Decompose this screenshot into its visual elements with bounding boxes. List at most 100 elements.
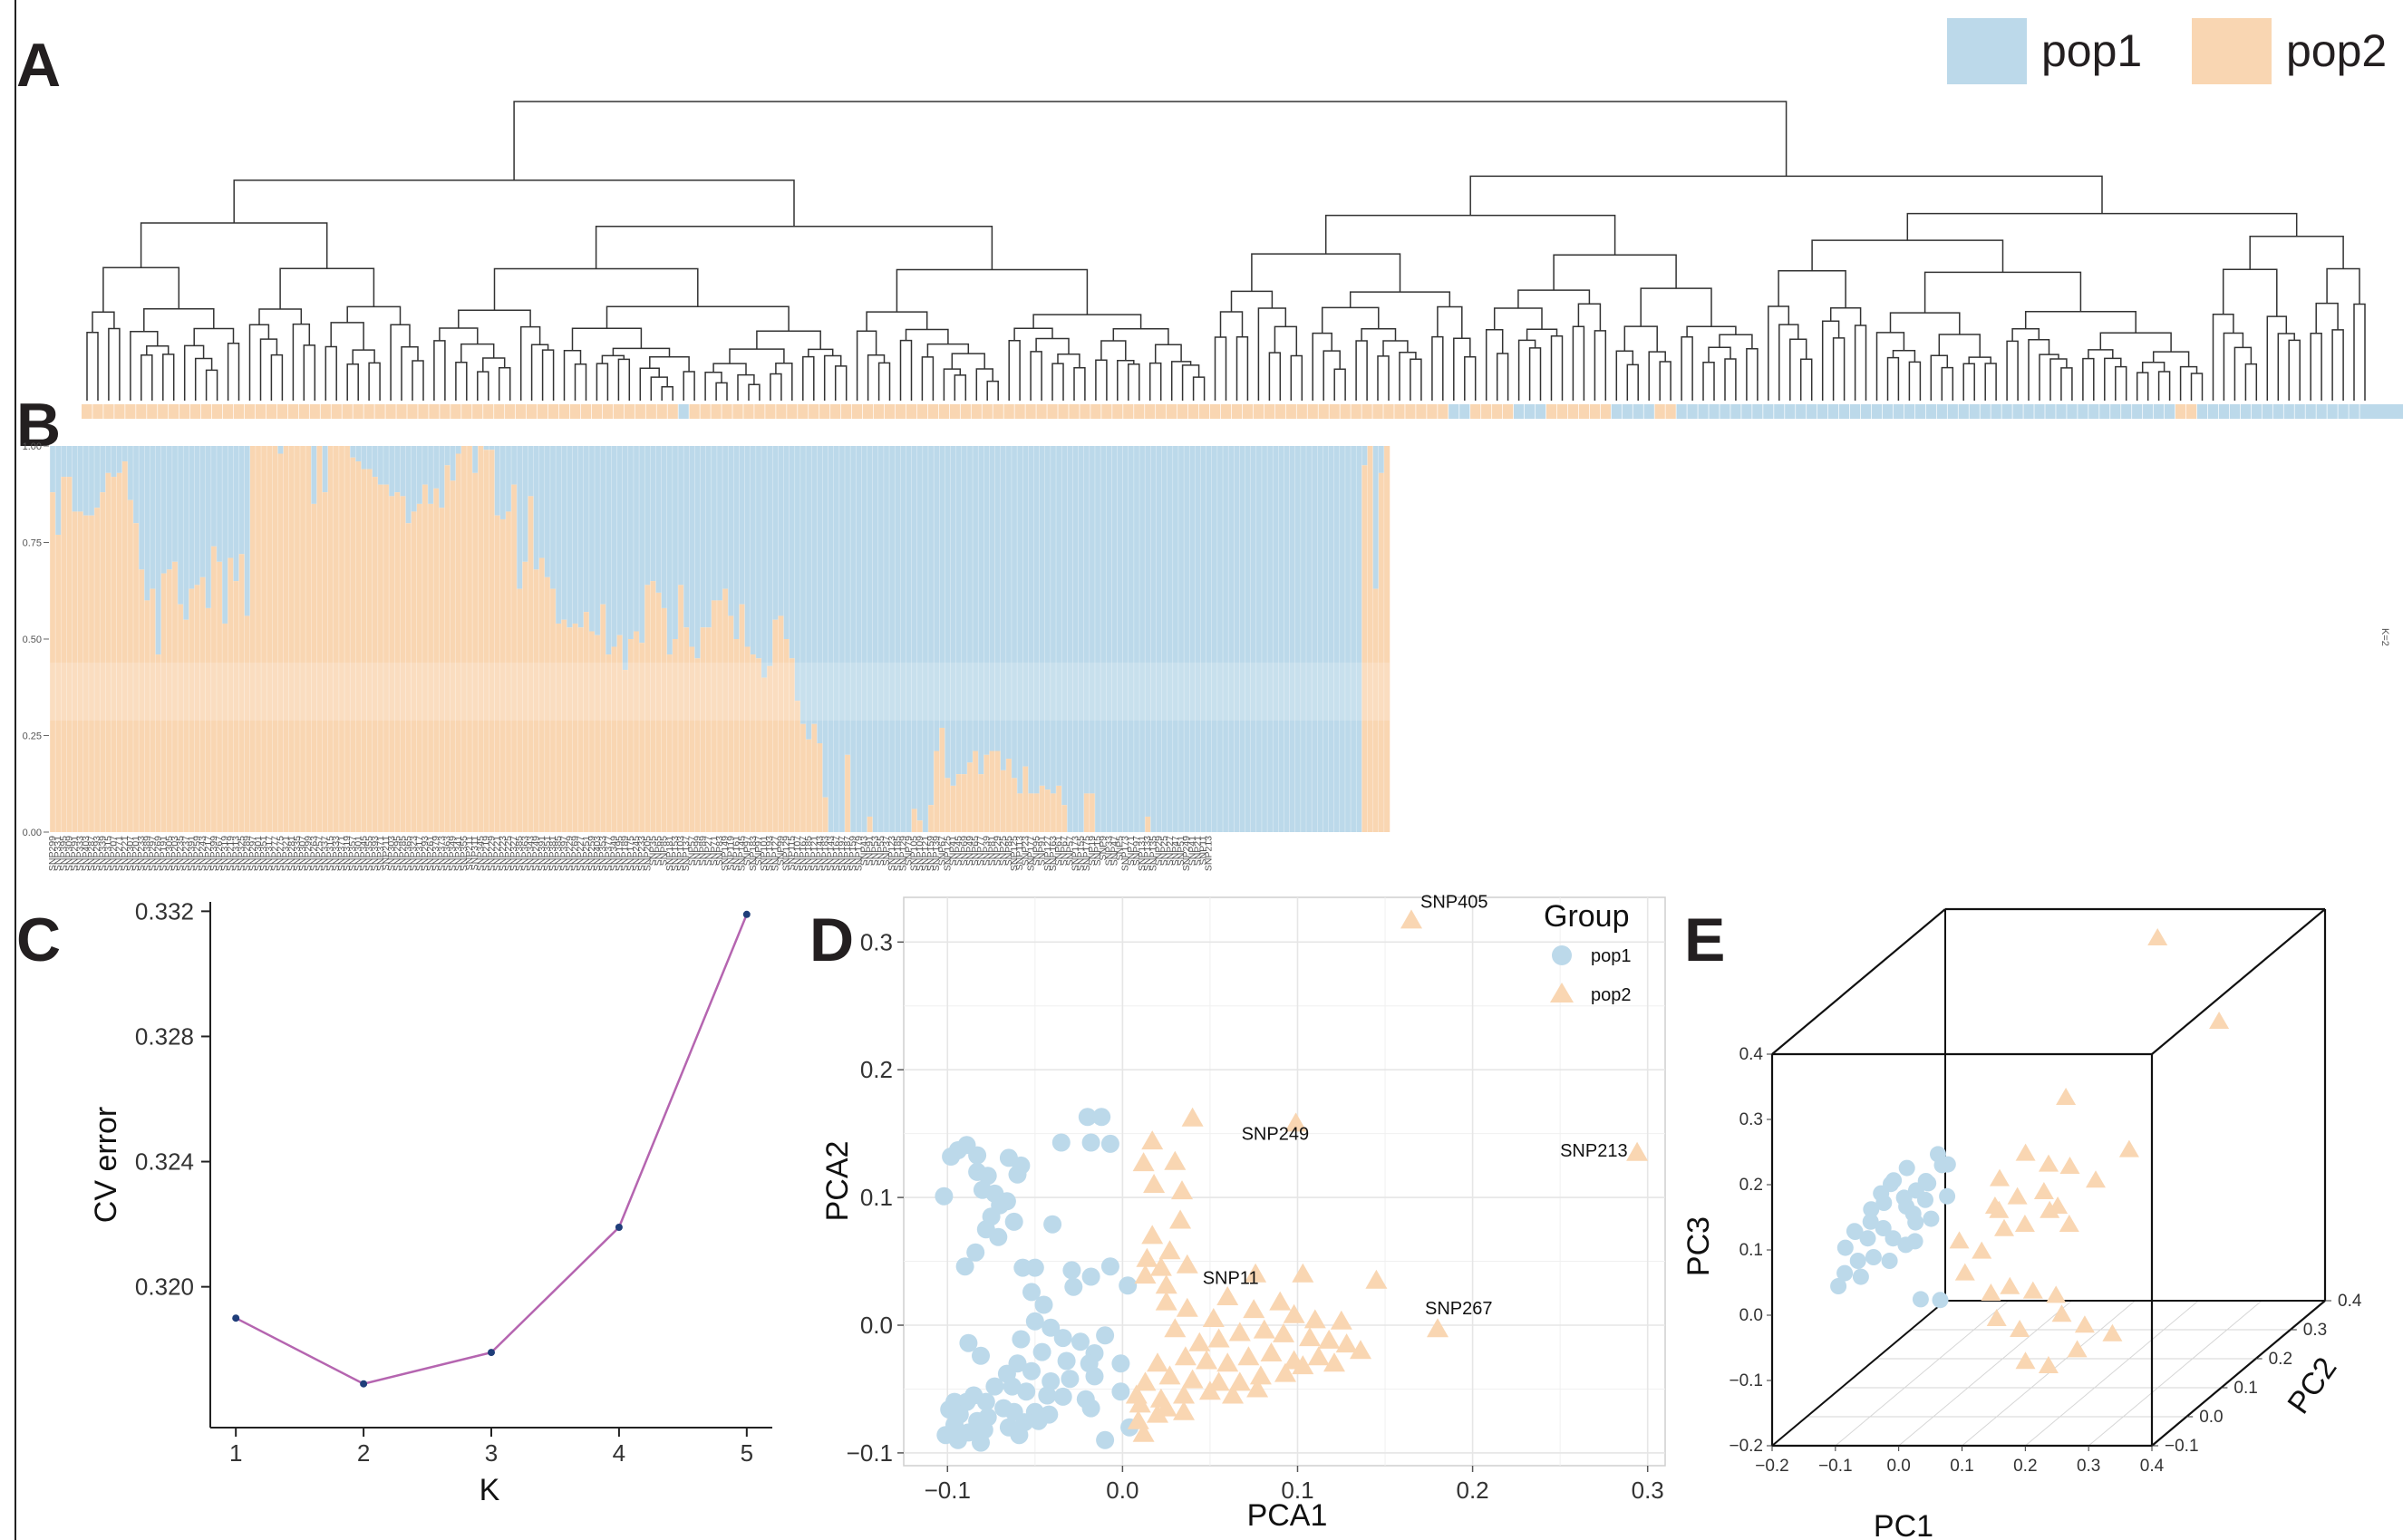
dendrogram-branch (2222, 268, 2278, 317)
admixture-bar-pop2 (588, 631, 596, 832)
admixture-x-label: SNP391 (537, 836, 547, 871)
admixture-bar-pop1 (744, 446, 751, 647)
admixture-x-label: SNP65 (970, 836, 981, 866)
dendrogram-branch (1984, 363, 1997, 401)
dendrogram-branch (1361, 328, 1397, 341)
admixture-x-label: SNP235 (175, 836, 186, 871)
admixture-bar-pop1 (400, 446, 406, 497)
dendrogram-branch (1962, 363, 1975, 401)
admixture-bar-pop1 (877, 446, 885, 832)
e-z-tick-label: 0.4 (1739, 1045, 1764, 1064)
e-point-pop2 (2051, 1304, 2072, 1322)
admixture-bar-pop2 (121, 461, 129, 832)
admixture-x-label: SNP323 (409, 836, 420, 871)
admixture-bar-pop2 (1044, 789, 1051, 832)
admixture-x-label: SNP299 (303, 836, 314, 871)
admixture-bar-pop2 (728, 615, 734, 832)
admixture-x-label: SNP107 (792, 836, 803, 871)
d-point-pop2 (1155, 1291, 1177, 1311)
admixture-bar-pop2 (966, 762, 974, 832)
dendrogram-branch (493, 267, 699, 311)
admixture-bar-pop2 (244, 615, 251, 832)
dendrogram-branch (571, 327, 643, 351)
admixture-x-label: SNP131 (1137, 836, 1148, 871)
admixture-bar-pop1 (828, 446, 834, 832)
admixture-x-label: SNP83 (714, 836, 725, 866)
admixture-x-label: SNP293 (420, 836, 431, 871)
dendrogram-branch (905, 328, 949, 344)
admixture-x-label: SNP291 (70, 836, 81, 871)
d-point-pop2 (1141, 1225, 1164, 1245)
admixture-bar-pop2 (705, 627, 712, 832)
admixture-y-tick-label: 0.75 (23, 538, 42, 549)
dendrogram-branch (1829, 306, 1862, 325)
admixture-bar-pop1 (1078, 446, 1084, 832)
admixture-bar-pop2 (283, 446, 289, 832)
dendrogram-branch (1686, 325, 1737, 337)
d-legend-title: Group (1544, 899, 1630, 934)
admixture-bar-pop2 (672, 639, 679, 832)
admixture-bar-pop1 (428, 446, 434, 504)
admixture-x-label: SNP257 (314, 836, 325, 871)
d-x-title: PCA1 (1247, 1498, 1328, 1533)
d-point-pop2 (1284, 1112, 1307, 1132)
admixture-x-label: SNP185 (803, 836, 814, 871)
admixture-bar-pop1 (489, 446, 495, 450)
admixture-x-label: SNP397 (558, 836, 569, 871)
dendrogram-branch (1778, 324, 1799, 401)
d-point-pop2 (1303, 1309, 1326, 1329)
d-y-tick-label: 0.3 (860, 928, 893, 955)
admixture-x-label: SNP29 (1153, 836, 1164, 866)
admixture-y-tick-label: 0.50 (23, 634, 42, 645)
admixture-x-label: SNP81 (987, 836, 998, 866)
c-x-tick-label: 1 (229, 1439, 242, 1467)
dendrogram-branch (303, 344, 316, 401)
e-point-pop1 (1912, 1291, 1929, 1308)
admixture-x-label: SNP21 (1192, 836, 1203, 866)
dendrogram-branch (227, 343, 240, 401)
dendrogram-branch (1496, 353, 1509, 401)
dendrogram-branch (2179, 365, 2198, 401)
admixture-x-label: SNP339 (97, 836, 108, 871)
admixture-bar-pop1 (366, 446, 373, 470)
d-point-pop2 (1299, 1327, 1321, 1347)
admixture-bar-pop2 (494, 515, 500, 832)
e-floor-grid (1898, 1300, 2072, 1447)
dendrogram-branch (867, 354, 886, 401)
admixture-bar-pop1 (856, 446, 862, 832)
admixture-bar-pop1 (1005, 446, 1013, 760)
admixture-bar-pop1 (405, 446, 412, 524)
d-point-pop2 (1134, 1264, 1157, 1284)
admixture-bar-pop1 (277, 446, 284, 454)
admixture-bar-pop1 (556, 446, 562, 624)
admixture-bar-pop1 (183, 446, 189, 620)
d-point-pop2 (1134, 1371, 1157, 1391)
admixture-bar-pop2 (761, 677, 768, 832)
dendrogram-branch (596, 363, 609, 401)
dendrogram-branch (270, 354, 284, 401)
dendrogram-branch (1274, 325, 1298, 356)
dendrogram-branch (530, 344, 549, 401)
dendrogram-branch (2288, 339, 2301, 401)
admixture-bar-pop1 (1050, 446, 1057, 794)
admixture-bar-pop1 (577, 446, 584, 628)
admixture-bar-pop2 (111, 477, 117, 832)
admixture-bar-pop2 (778, 615, 784, 832)
e-point-pop2 (2147, 928, 2168, 945)
admixture-x-label: SNP61 (1053, 836, 1064, 866)
admixture-x-label: SNP393 (370, 836, 381, 871)
dendrogram-branch (325, 345, 337, 401)
admixture-bar-pop2 (333, 446, 340, 832)
admixture-bar-pop1 (655, 446, 662, 593)
dendrogram-branch (1623, 325, 1658, 353)
admixture-bar-pop2 (288, 446, 296, 832)
e-y-tick-label: 0.4 (2338, 1292, 2362, 1311)
dendrogram-branch (2006, 340, 2019, 401)
d-point-pop1 (1062, 1261, 1081, 1280)
d-point-pop1 (1043, 1215, 1062, 1234)
dendrogram-branch (1875, 332, 1905, 401)
admixture-bar-pop1 (978, 446, 984, 775)
d-point-pop2 (1164, 1150, 1187, 1170)
admixture-bar-pop1 (611, 446, 617, 647)
